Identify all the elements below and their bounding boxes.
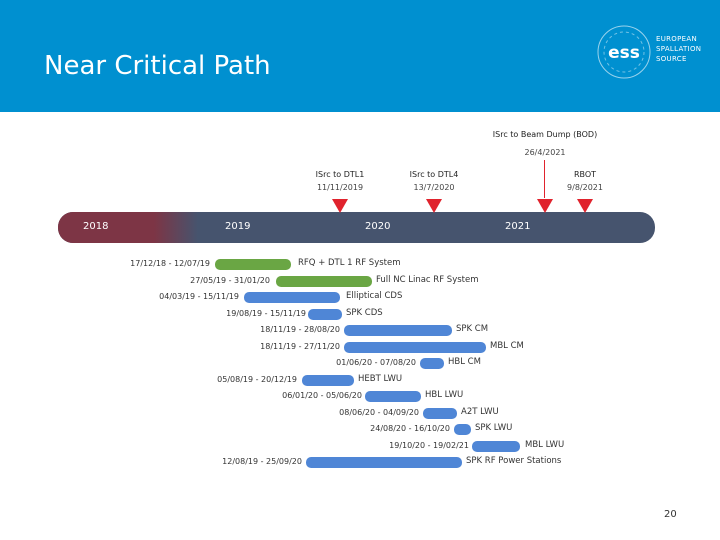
task-dates: 24/08/20 - 16/10/20 [370,424,450,433]
task-dates: 18/11/19 - 28/08/20 [260,325,340,334]
task-bar [344,342,486,353]
task-dates: 27/05/19 - 31/01/20 [190,276,270,285]
milestone-date: 9/8/2021 [567,183,603,192]
milestone-name: ISrc to Beam Dump (BOD) [492,130,598,139]
task-bar [454,424,471,435]
year-label: 2020 [365,221,391,232]
task-name: HBL CM [448,357,481,367]
task-dates: 19/10/20 - 19/02/21 [389,441,469,450]
task-name: MBL CM [490,341,524,351]
milestone-date: 13/7/2020 [413,183,455,192]
ess-logo-text: EUROPEAN SPALLATION SOURCE [656,35,702,63]
task-dates: 05/08/19 - 20/12/19 [217,375,297,384]
task-bar [306,457,462,468]
milestone-name: ISrc to DTL4 [409,170,459,179]
task-name: Full NC Linac RF System [376,275,479,285]
task-bar [365,391,421,402]
task-bar [276,276,372,287]
year-label: 2019 [225,221,251,232]
milestone-date: 26/4/2021 [524,148,566,157]
slide-header [0,0,720,112]
milestone-marker-icon [537,199,553,213]
task-name: RFQ + DTL 1 RF System [298,258,401,268]
task-dates: 01/06/20 - 07/08/20 [336,358,416,367]
task-name: A2T LWU [461,407,499,417]
task-name: SPK RF Power Stations [466,456,562,466]
task-bar [472,441,520,452]
task-bar [344,325,452,336]
milestone-leader-line [544,160,545,198]
year-label: 2018 [83,221,109,232]
task-bar [215,259,291,270]
task-name: SPK LWU [475,423,513,433]
milestone-date: 11/11/2019 [316,183,364,192]
milestone-marker-icon [426,199,442,213]
task-bar [308,309,342,320]
task-dates: 04/03/19 - 15/11/19 [159,292,239,301]
milestone-marker-icon [332,199,348,213]
ess-logo-wordmark: ess [608,43,640,63]
year-label: 2021 [505,221,531,232]
milestone-name: ISrc to DTL1 [315,170,365,179]
task-bar [423,408,457,419]
page-number: 20 [664,509,677,520]
task-dates: 12/08/19 - 25/09/20 [222,457,302,466]
task-dates: 18/11/19 - 27/11/20 [260,342,340,351]
task-bar [420,358,444,369]
milestone-marker-icon [577,199,593,213]
task-dates: 19/08/19 - 15/11/19 [226,309,306,318]
timeline-bar [58,212,655,243]
task-name: HEBT LWU [358,374,403,384]
task-name: SPK CDS [346,308,383,318]
task-dates: 17/12/18 - 12/07/19 [130,259,210,268]
milestone-name: RBOT [573,170,597,179]
task-bar [244,292,340,303]
task-name: HBL LWU [425,390,464,400]
task-dates: 08/06/20 - 04/09/20 [339,408,419,417]
task-name: MBL LWU [525,440,565,450]
ess-logo-mark: ess [597,25,651,79]
timeline-transition [154,212,198,243]
task-bar [302,375,354,386]
task-name: Elliptical CDS [346,291,403,301]
task-name: SPK CM [456,324,489,334]
slide-title: Near Critical Path [44,51,271,81]
ess-logo: ess EUROPEAN SPALLATION SOURCE [594,22,714,82]
task-dates: 06/01/20 - 05/06/20 [282,391,362,400]
